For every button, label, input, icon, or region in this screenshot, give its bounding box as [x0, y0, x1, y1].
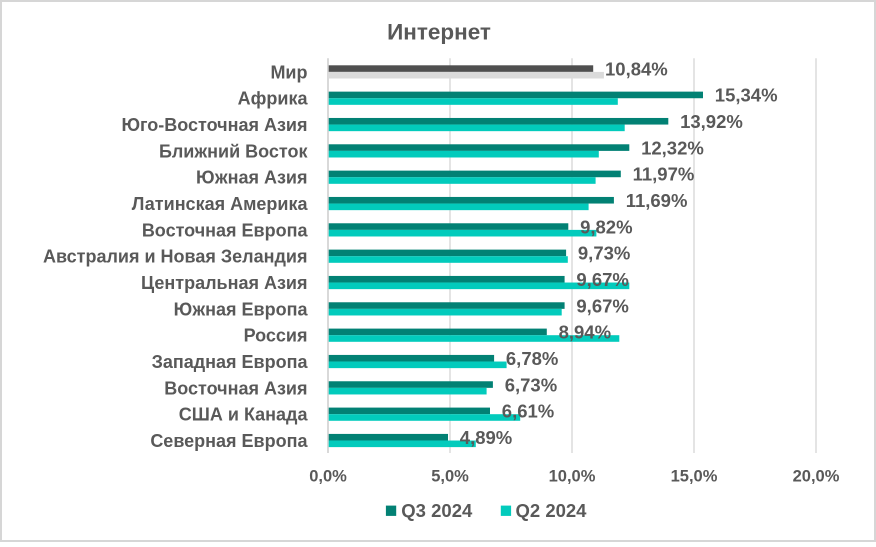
svg-text:11,69%: 11,69% [626, 190, 688, 211]
svg-text:Африка: Африка [238, 89, 309, 109]
svg-text:Южная Европа: Южная Европа [174, 299, 309, 319]
svg-text:9,67%: 9,67% [576, 295, 628, 316]
svg-text:США и Канада: США и Канада [179, 405, 309, 425]
svg-text:0,0%: 0,0% [309, 468, 347, 486]
svg-text:Австралия и Новая Зеландия: Австралия и Новая Зеландия [43, 247, 307, 267]
svg-text:Ближний Восток: Ближний Восток [159, 141, 309, 161]
svg-text:Восточная Азия: Восточная Азия [164, 378, 307, 398]
svg-text:Интернет: Интернет [387, 20, 491, 45]
svg-text:10,0%: 10,0% [549, 468, 596, 486]
svg-text:20,0%: 20,0% [793, 468, 840, 486]
svg-text:6,78%: 6,78% [506, 348, 558, 369]
svg-text:8,94%: 8,94% [559, 322, 611, 343]
svg-text:6,61%: 6,61% [502, 401, 554, 422]
svg-text:10,84%: 10,84% [605, 58, 668, 79]
svg-text:13,92%: 13,92% [680, 111, 743, 132]
svg-text:Q3 2024: Q3 2024 [401, 500, 473, 521]
svg-text:Центральная Азия: Центральная Азия [141, 273, 307, 293]
svg-text:Южная Азия: Южная Азия [196, 168, 307, 188]
svg-text:9,82%: 9,82% [580, 216, 632, 237]
svg-text:Восточная Европа: Восточная Европа [142, 220, 309, 240]
svg-text:15,34%: 15,34% [715, 85, 778, 106]
svg-text:6,73%: 6,73% [505, 374, 557, 395]
svg-text:Западная Европа: Западная Европа [152, 352, 309, 372]
svg-text:Q2 2024: Q2 2024 [516, 500, 588, 521]
svg-text:15,0%: 15,0% [671, 468, 718, 486]
svg-text:Юго-Восточная Азия: Юго-Восточная Азия [121, 115, 307, 135]
svg-text:9,73%: 9,73% [578, 243, 630, 264]
svg-text:Россия: Россия [244, 326, 308, 346]
svg-text:Северная Европа: Северная Европа [150, 431, 308, 451]
svg-text:9,67%: 9,67% [576, 269, 628, 290]
svg-text:12,32%: 12,32% [641, 137, 704, 158]
svg-text:11,97%: 11,97% [633, 164, 695, 185]
svg-text:Мир: Мир [270, 62, 307, 82]
svg-text:5,0%: 5,0% [431, 468, 469, 486]
svg-text:4,89%: 4,89% [460, 427, 512, 448]
svg-text:Латинская Америка: Латинская Америка [132, 194, 309, 214]
